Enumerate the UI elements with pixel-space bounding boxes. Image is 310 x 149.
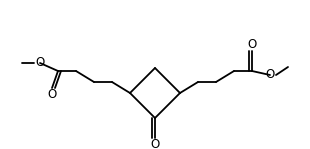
Text: O: O [265, 69, 275, 82]
Text: O: O [247, 38, 257, 51]
Text: O: O [150, 139, 160, 149]
Text: O: O [47, 89, 57, 101]
Text: O: O [35, 56, 45, 69]
